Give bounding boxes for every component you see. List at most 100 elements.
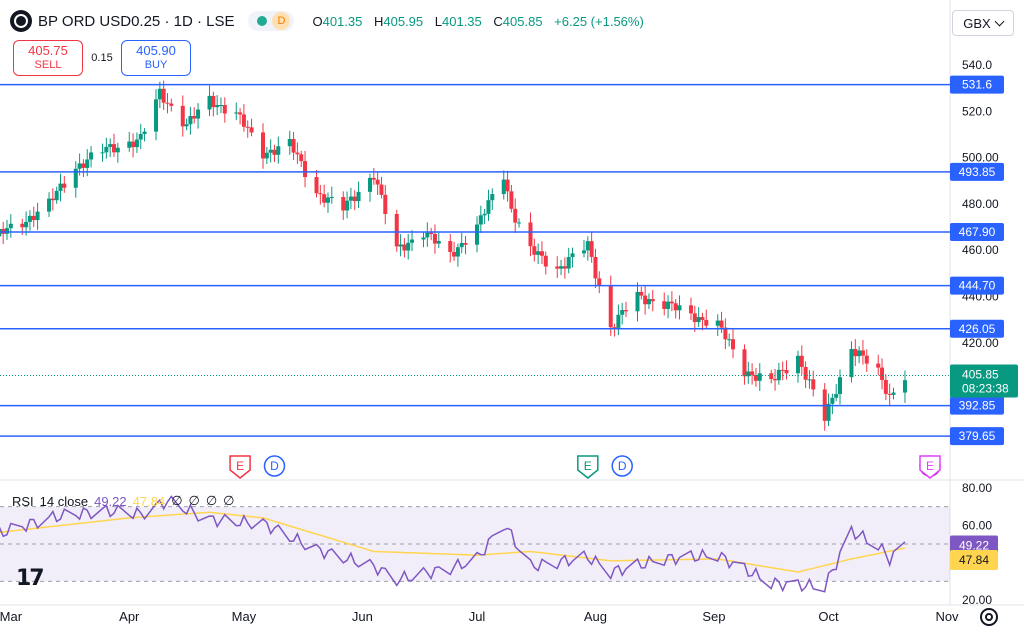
candle-body [857, 350, 862, 357]
candle-body [58, 183, 63, 191]
candle-body [73, 168, 78, 188]
candle-body [696, 317, 701, 323]
candle-body [838, 377, 843, 395]
candle-body [325, 197, 330, 203]
candle-body [138, 134, 143, 140]
candle-body [883, 379, 888, 394]
level-price-label: 531.6 [962, 78, 992, 92]
candle-body [287, 139, 292, 147]
dividend-event-icon[interactable] [611, 455, 633, 477]
candle-body [624, 310, 629, 312]
candle-body [643, 295, 648, 305]
candle-body [719, 320, 724, 328]
open-value: 401.35 [322, 13, 363, 29]
level-price-tag [950, 75, 1004, 94]
candle-body [459, 242, 464, 248]
candle-body [811, 379, 816, 390]
candle-body [746, 371, 751, 377]
earnings-event-icon[interactable] [229, 455, 251, 479]
candle-body [769, 373, 774, 380]
candle-body [620, 310, 625, 315]
candle-body [402, 244, 407, 251]
candle-body [589, 241, 594, 257]
candle-body [410, 239, 415, 243]
gear-icon[interactable] [980, 608, 998, 626]
candle-body [249, 127, 254, 133]
candle-body [234, 112, 239, 114]
candle-body [375, 179, 380, 185]
candle-body [880, 367, 885, 380]
candle-body [475, 224, 479, 245]
time-axis-label: Jun [352, 609, 373, 624]
candle-body [329, 197, 334, 199]
candle-body [261, 132, 266, 159]
candle-body [314, 177, 319, 194]
candle-body [612, 327, 617, 329]
candle-body [715, 320, 720, 326]
candle-body [482, 213, 487, 216]
market-open-icon [257, 16, 268, 26]
candle-body [543, 255, 548, 267]
candle-body [127, 141, 132, 148]
candle-body [650, 299, 655, 302]
spread-value: 0.15 [91, 52, 113, 64]
rsi-name[interactable]: RSI [12, 493, 34, 509]
candle-body [352, 196, 357, 202]
high-label: H [373, 13, 384, 29]
candle-body [268, 149, 273, 153]
chevron-down-icon [994, 16, 1005, 26]
null-icon: ∅ [171, 493, 183, 508]
change-value: +6.25 (+1.56%) [554, 13, 644, 29]
candle-body [383, 194, 388, 214]
level-price-tag [950, 319, 1004, 338]
candle-body [727, 339, 732, 341]
candle-body [635, 291, 640, 312]
candle-body [211, 95, 216, 108]
time-axis-label: Mar [0, 609, 23, 624]
candle-body [81, 163, 86, 168]
symbol-title[interactable]: BP ORD USD0.25 · 1D · LSE [38, 12, 235, 30]
level-price-label: 493.85 [959, 165, 996, 179]
market-status-pill[interactable]: D [248, 11, 295, 31]
candle-body [157, 88, 162, 100]
rsi-tick-label: 80.00 [962, 481, 992, 495]
level-price-tag [950, 427, 1004, 446]
rsi-params: 14 close [39, 493, 89, 509]
earnings-event-icon[interactable] [577, 455, 599, 479]
earnings-event-icon[interactable] [919, 455, 941, 479]
time-axis-label: Oct [818, 609, 839, 624]
dividend-event-icon[interactable] [263, 455, 286, 477]
sell-button[interactable]: 405.75 SELL [13, 40, 83, 76]
buy-button[interactable]: 405.90 BUY [121, 40, 191, 76]
candle-body [876, 363, 881, 368]
candle-body [432, 233, 437, 244]
low-label: L [434, 13, 442, 29]
candle-body [864, 355, 869, 364]
ohlc-readout: O401.35 H405.95 L401.35 C405.85 +6.25 (+… [312, 14, 651, 29]
candle-body [662, 301, 667, 309]
last-price-tag [950, 364, 1018, 398]
time-axis-label: Sep [702, 609, 725, 624]
earnings-event-glyph: E [236, 459, 244, 473]
tradingview-logo-icon[interactable]: 17 [16, 566, 45, 591]
time-axis-label: Apr [119, 609, 140, 624]
candle-body [688, 305, 693, 314]
candle-body [85, 159, 90, 168]
candle-body [536, 251, 541, 255]
candle-body [616, 314, 621, 328]
dividend-event-glyph: D [618, 459, 627, 473]
candle-body [35, 211, 40, 221]
candle-body [486, 200, 491, 214]
candle-body [532, 246, 537, 255]
price-tick-label: 460.00 [962, 243, 999, 257]
candle-body [780, 369, 785, 371]
candle-body [264, 152, 269, 159]
candle-body [348, 196, 353, 201]
bar-countdown-label: 08:23:38 [962, 382, 1009, 396]
level-price-label: 426.05 [959, 322, 996, 336]
candle-body [826, 403, 831, 421]
time-axis-label: Nov [935, 609, 959, 624]
currency-selector[interactable]: GBX [952, 10, 1014, 36]
candle-body [509, 191, 514, 209]
